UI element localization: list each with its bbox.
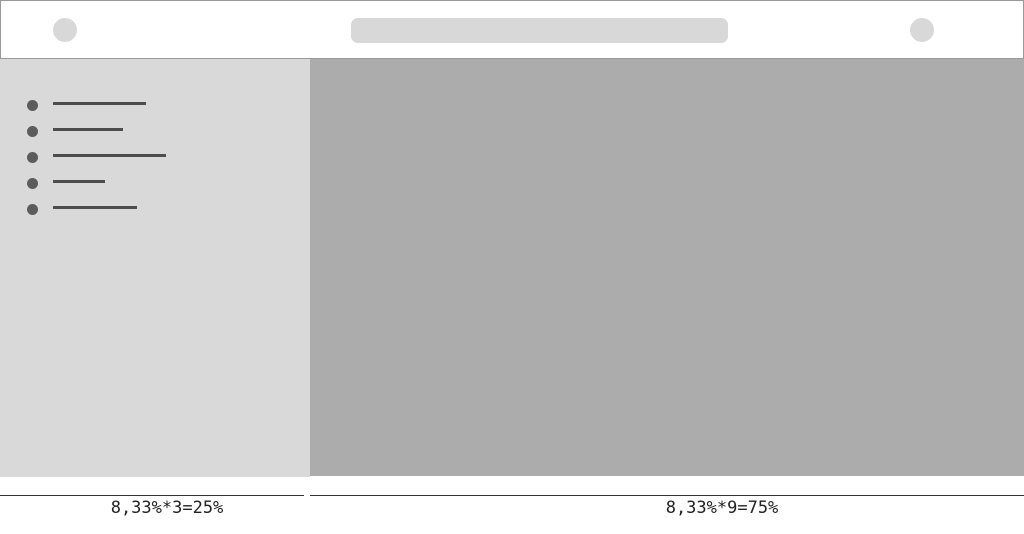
bullet-icon bbox=[27, 99, 38, 111]
sidebar-width-dimension-line bbox=[0, 495, 304, 496]
sidebar bbox=[0, 59, 310, 477]
sidebar-item[interactable] bbox=[27, 144, 166, 170]
bullet-icon bbox=[27, 203, 38, 215]
sidebar-item-placeholder-line bbox=[53, 153, 166, 157]
profile-placeholder-icon[interactable] bbox=[910, 18, 934, 42]
bullet-icon bbox=[27, 125, 38, 137]
header-bar bbox=[0, 0, 1024, 59]
sidebar-item-placeholder-line bbox=[53, 101, 146, 105]
sidebar-item-placeholder-line bbox=[53, 179, 105, 183]
bullet-icon bbox=[27, 177, 38, 189]
bullet-icon bbox=[27, 151, 38, 163]
sidebar-item[interactable] bbox=[27, 92, 166, 118]
sidebar-item[interactable] bbox=[27, 118, 166, 144]
sidebar-width-label: 8,33%*3=25% bbox=[110, 498, 224, 518]
avatar-placeholder-icon[interactable] bbox=[53, 18, 77, 42]
sidebar-item[interactable] bbox=[27, 196, 166, 222]
sidebar-item[interactable] bbox=[27, 170, 166, 196]
main-width-label: 8,33%*9=75% bbox=[665, 498, 779, 518]
sidebar-nav-list bbox=[27, 92, 166, 222]
main-width-dimension-line bbox=[310, 495, 1024, 496]
main-content-area bbox=[310, 59, 1024, 476]
search-bar-placeholder[interactable] bbox=[351, 18, 728, 43]
sidebar-item-placeholder-line bbox=[53, 127, 123, 131]
sidebar-item-placeholder-line bbox=[53, 205, 137, 209]
